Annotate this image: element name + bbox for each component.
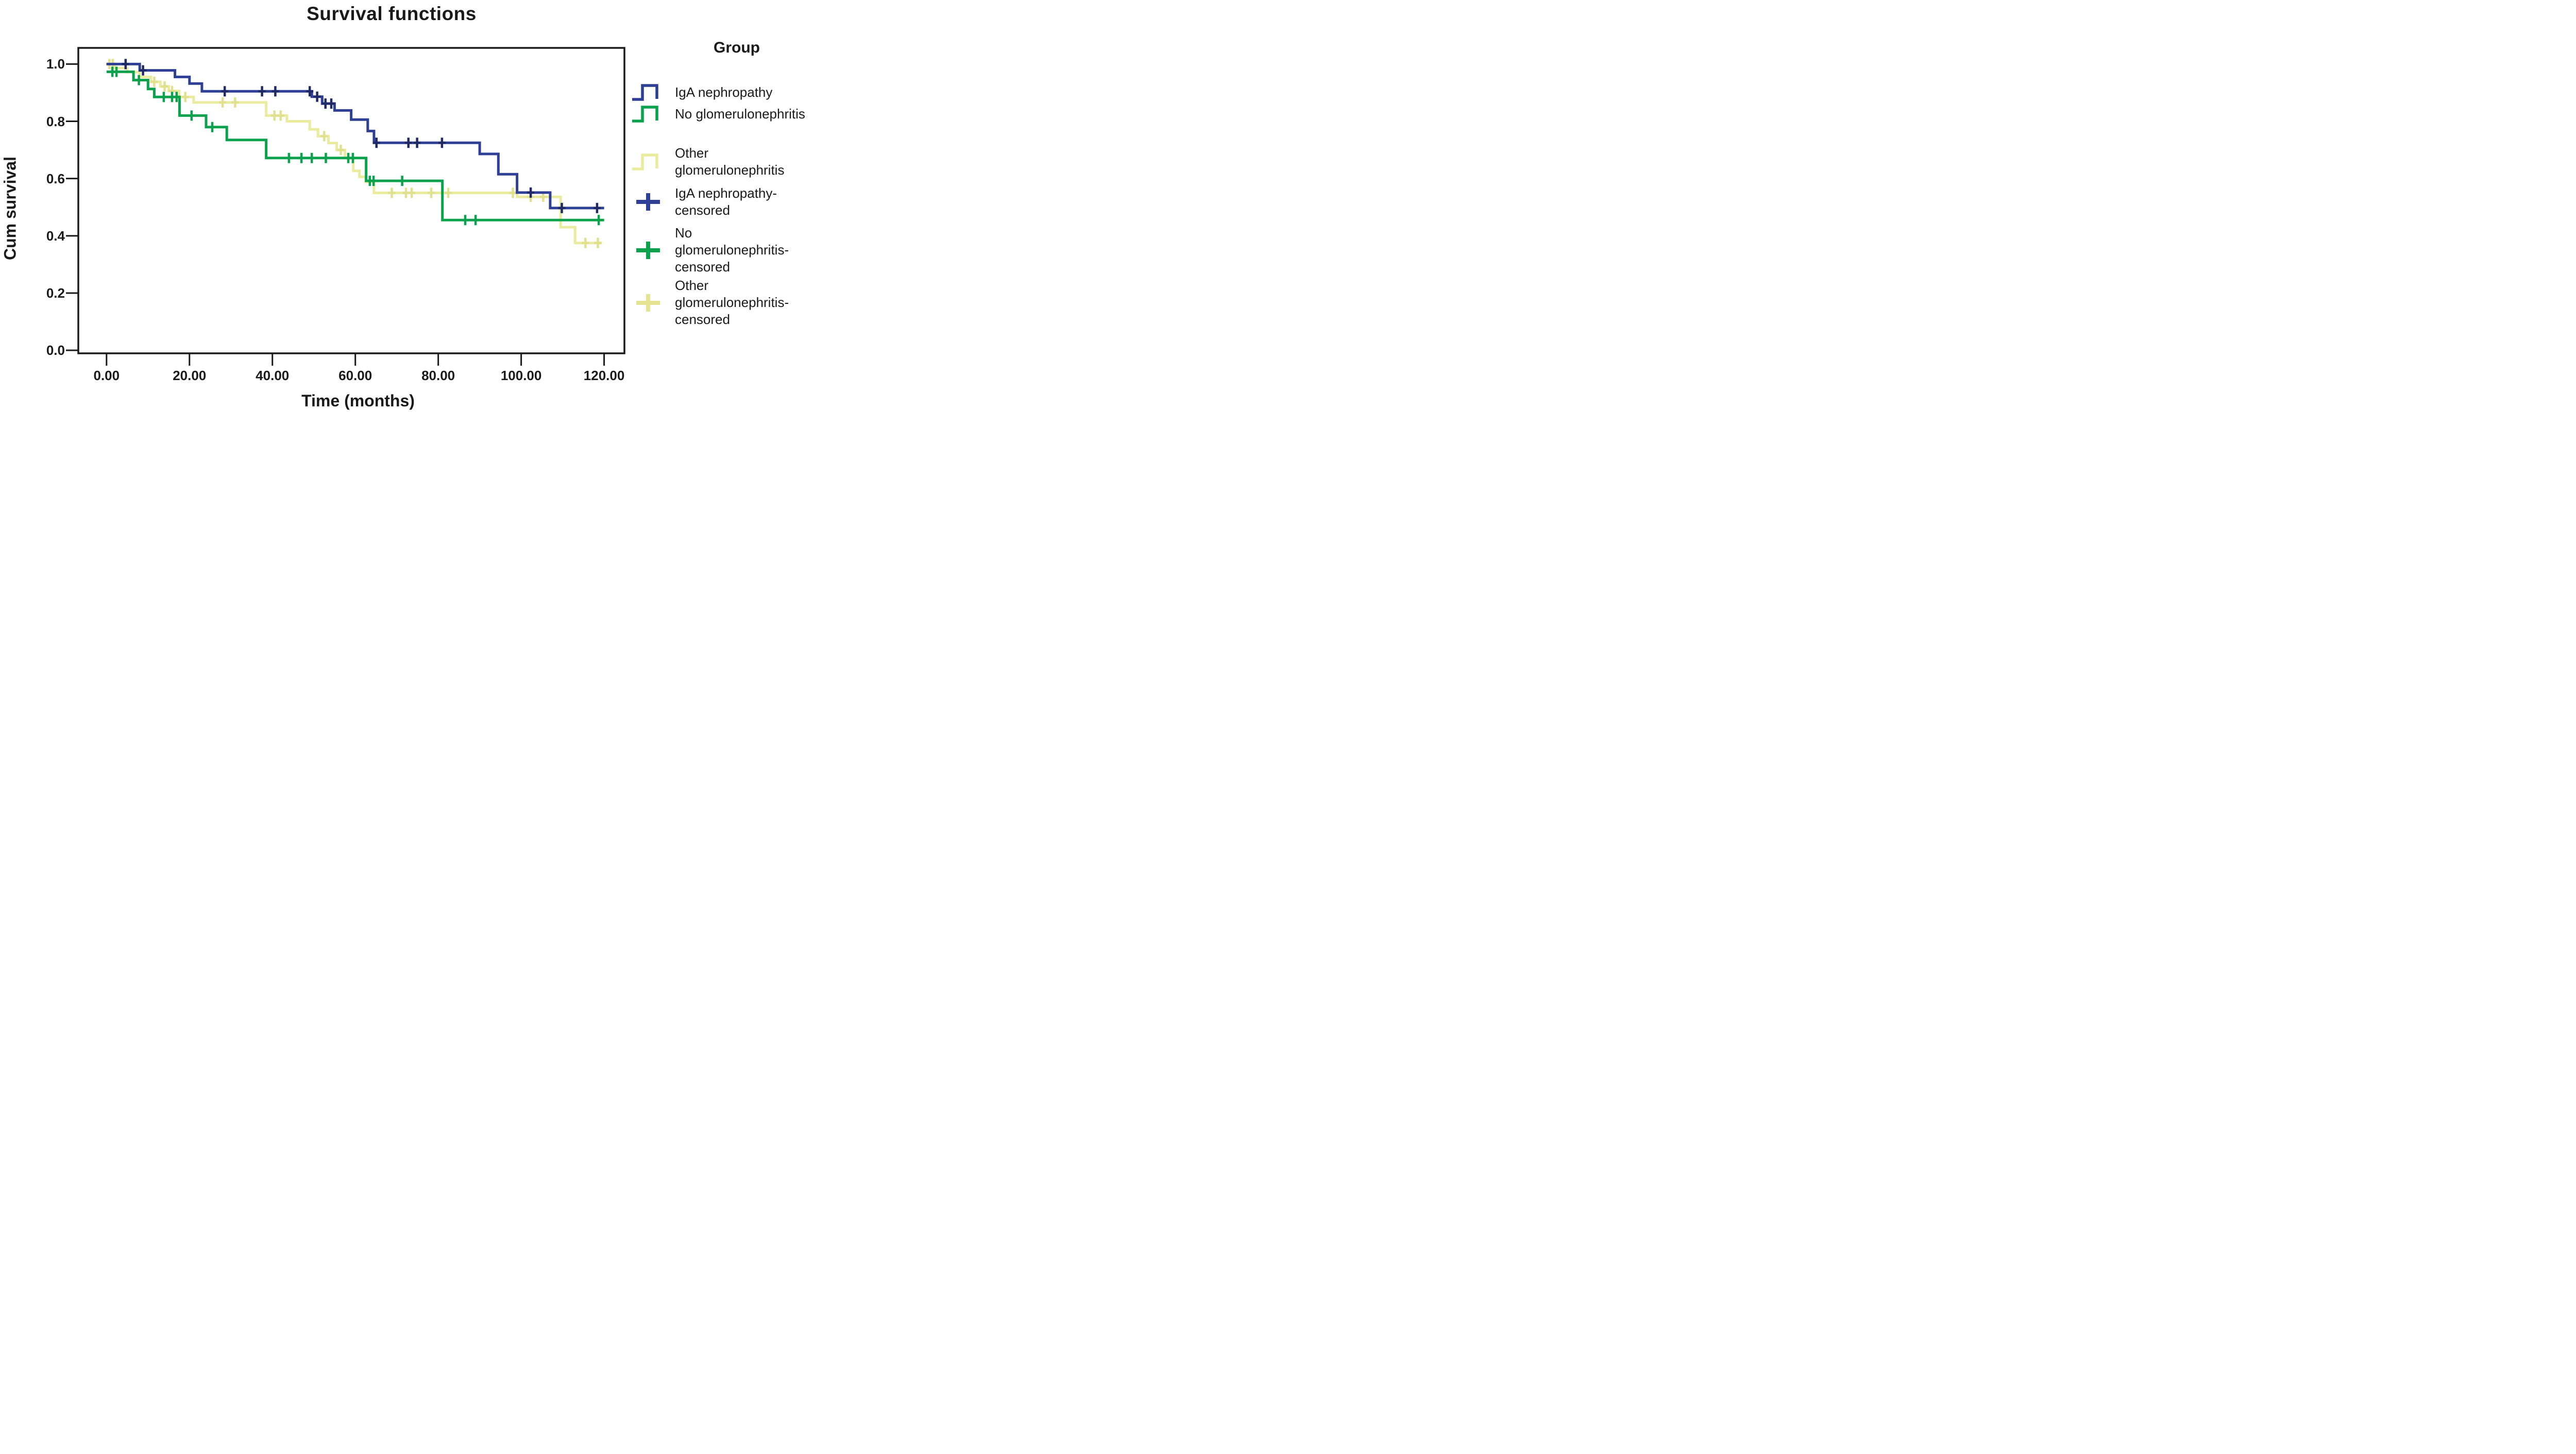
legend-label: No glomerulonephritis (675, 106, 805, 122)
y-tick-label: 0.4 (46, 228, 65, 244)
x-tick-label: 60.00 (338, 368, 372, 383)
x-tick-label: 120.00 (583, 368, 625, 383)
km-curve-iga-nephropathy (106, 62, 604, 210)
x-axis-label: Time (months) (301, 391, 415, 410)
legend-entry-iga-nephropathy-censored: IgA nephropathy-censored (630, 185, 807, 219)
legend-entry-no-glomerulonephritis: No glomerulonephritis (630, 104, 807, 124)
plus-censor-icon (630, 241, 667, 260)
km-plot (66, 47, 625, 366)
x-tick-label: 100.00 (500, 368, 542, 383)
legend-label: IgA nephropathy-censored (675, 185, 777, 218)
km-curve-other-glomerulonephritis (106, 62, 602, 245)
legend-label: Other glomerulonephritis-censored (675, 278, 789, 327)
chart-title: Survival functions (307, 3, 477, 24)
plus-censor-icon (630, 293, 667, 313)
legend-label: No glomerulonephritis-censored (675, 225, 789, 275)
plot-box (77, 47, 625, 354)
km-curve-no-glomerulonephritis (106, 70, 604, 221)
y-tick-label: 0.0 (46, 343, 65, 358)
plus-censor-icon (630, 192, 667, 212)
legend-entry-iga-nephropathy: IgA nephropathy (630, 82, 807, 102)
x-tick-label: 0.00 (93, 368, 120, 383)
legend-entry-other-glomerulonephritis: Other glomerulonephritis (630, 145, 807, 179)
survival-figure: Survival functions Cum survival Time (mo… (0, 0, 808, 418)
y-tick-label: 0.2 (46, 285, 65, 301)
legend-entry-other-glomerulonephritis-censored: Other glomerulonephritis-censored (630, 277, 807, 328)
y-tick-label: 1.0 (46, 56, 65, 72)
x-tick-label: 20.00 (173, 368, 207, 383)
legend-entry-no-glomerulonephritis-censored: No glomerulonephritis-censored (630, 225, 807, 276)
legend-title: Group (714, 39, 760, 56)
x-tick-label: 80.00 (421, 368, 455, 383)
step-line-icon (630, 104, 667, 124)
legend-label: IgA nephropathy (675, 84, 773, 100)
step-line-icon (630, 82, 667, 102)
censor-marks-iga-nephropathy (122, 59, 601, 213)
legend-label: Other glomerulonephritis (675, 145, 785, 178)
y-tick-label: 0.6 (46, 170, 65, 186)
x-tick-label: 40.00 (256, 368, 290, 383)
step-line-icon (630, 152, 667, 172)
y-tick-label: 0.8 (46, 113, 65, 129)
censor-marks-no-glomerulonephritis (109, 66, 603, 226)
